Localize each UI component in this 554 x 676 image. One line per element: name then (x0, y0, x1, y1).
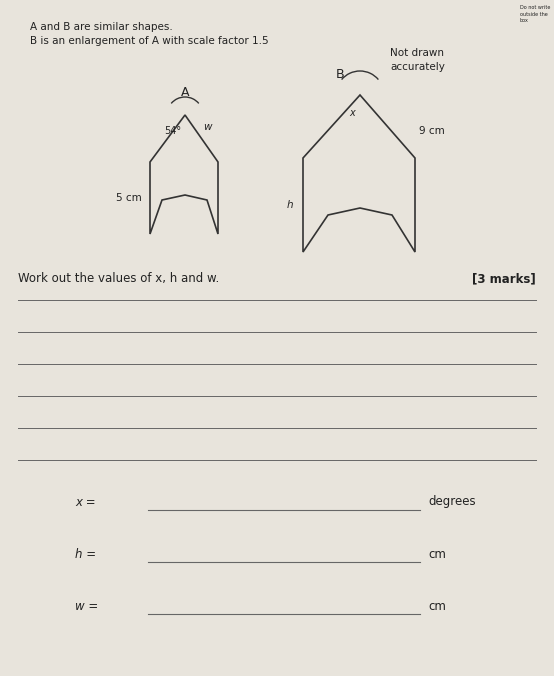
Text: degrees: degrees (428, 496, 476, 508)
Text: B: B (336, 68, 345, 81)
Text: A and B are similar shapes.: A and B are similar shapes. (30, 22, 173, 32)
Text: Work out the values of x, h and w.: Work out the values of x, h and w. (18, 272, 219, 285)
Text: h =: h = (75, 548, 96, 560)
Text: x =: x = (75, 496, 96, 508)
Text: h: h (286, 200, 293, 210)
Text: 5 cm: 5 cm (116, 193, 142, 203)
Text: Not drawn: Not drawn (390, 48, 444, 58)
Text: x: x (349, 108, 355, 118)
Text: [3 marks]: [3 marks] (472, 272, 536, 285)
Text: cm: cm (428, 548, 446, 560)
Text: Do not write
outside the
box: Do not write outside the box (520, 5, 550, 23)
Text: w: w (203, 122, 212, 132)
Text: B is an enlargement of A with scale factor 1.5: B is an enlargement of A with scale fact… (30, 36, 269, 46)
Text: 54°: 54° (165, 126, 182, 136)
Text: A: A (181, 86, 189, 99)
Text: accurately: accurately (390, 62, 445, 72)
Text: cm: cm (428, 600, 446, 612)
Text: w =: w = (75, 600, 98, 612)
Text: 9 cm: 9 cm (419, 126, 445, 136)
